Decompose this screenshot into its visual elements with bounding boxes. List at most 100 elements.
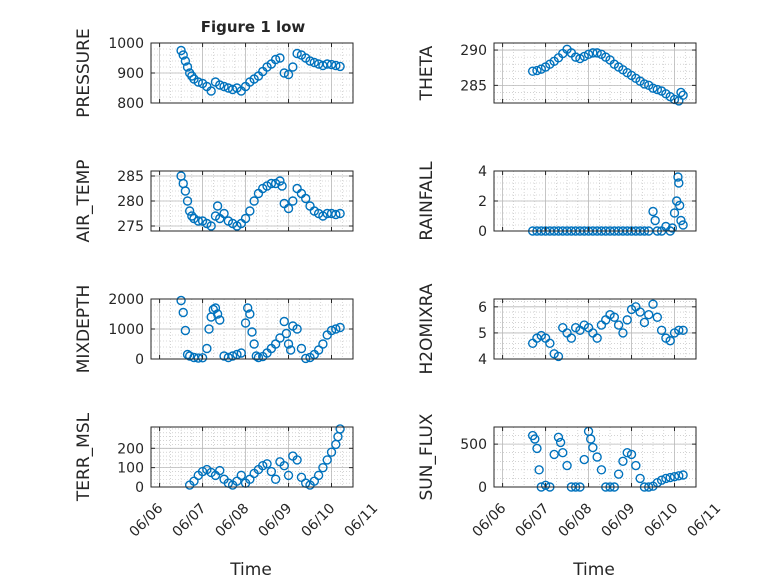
data-point bbox=[648, 299, 658, 309]
y-tick-label: 0 bbox=[478, 224, 487, 240]
data-point bbox=[674, 178, 684, 188]
x-tick-label: 06/07 bbox=[170, 501, 210, 541]
data-point bbox=[178, 50, 188, 60]
data-point bbox=[665, 472, 675, 483]
y-tick-label: 280 bbox=[117, 194, 144, 210]
data-point bbox=[279, 461, 289, 471]
data-point bbox=[281, 328, 292, 339]
data-point bbox=[678, 220, 688, 230]
y-tick-label: 4 bbox=[478, 164, 487, 180]
x-tick-label: 06/09 bbox=[599, 501, 639, 541]
data-point bbox=[318, 462, 328, 473]
data-point bbox=[249, 196, 259, 206]
x-tick-label: 06/08 bbox=[556, 501, 596, 541]
x-tick-label: 06/09 bbox=[256, 501, 296, 541]
data-point bbox=[313, 345, 324, 355]
y-tick-label: 900 bbox=[117, 66, 144, 82]
x-tick-label: 06/10 bbox=[641, 501, 681, 541]
data-point bbox=[275, 333, 285, 343]
data-point bbox=[202, 343, 212, 354]
y-axis-label: PRESSURE bbox=[74, 28, 94, 117]
y-axis-label: MIXDEPTH bbox=[74, 285, 94, 374]
data-point bbox=[558, 448, 568, 458]
y-tick-label: 100 bbox=[117, 461, 144, 477]
data-point bbox=[296, 343, 307, 354]
data-point bbox=[609, 312, 620, 322]
data-point bbox=[176, 295, 186, 306]
y-tick-label: 800 bbox=[117, 96, 144, 112]
data-point bbox=[182, 196, 193, 206]
data-point bbox=[592, 452, 602, 462]
data-point bbox=[283, 339, 294, 349]
x-axis-label-right: Time bbox=[572, 560, 615, 580]
data-point bbox=[549, 449, 559, 460]
data-point bbox=[197, 353, 208, 363]
subplot-4: 0 2 4 RAINFALL bbox=[417, 161, 697, 241]
y-tick-label: 290 bbox=[460, 43, 487, 59]
data-point bbox=[566, 333, 577, 343]
data-point bbox=[579, 454, 589, 465]
subplot-2: 285 290 THETA bbox=[417, 42, 697, 106]
data-point bbox=[648, 83, 658, 93]
y-axis-label: TERR_MSL bbox=[74, 412, 94, 502]
subplot-5: 0 1000 2000 MIXDEPTH bbox=[74, 285, 354, 374]
data-point bbox=[266, 466, 277, 477]
data-point bbox=[279, 316, 289, 327]
data-point bbox=[678, 325, 688, 336]
x-tick-label: 06/06 bbox=[127, 500, 167, 540]
data-point bbox=[313, 470, 324, 481]
data-point bbox=[206, 221, 216, 231]
data-point bbox=[592, 48, 602, 58]
data-point bbox=[631, 460, 641, 471]
data-point bbox=[618, 456, 628, 466]
x-tick-label: 06/07 bbox=[513, 501, 553, 541]
y-tick-label: 2 bbox=[478, 194, 487, 210]
data-point bbox=[676, 87, 686, 98]
data-point bbox=[331, 60, 341, 71]
data-point bbox=[253, 352, 264, 363]
data-point bbox=[656, 475, 667, 485]
data-point bbox=[530, 434, 540, 444]
y-tick-label: 4 bbox=[478, 352, 487, 368]
data-point bbox=[184, 206, 195, 216]
data-point bbox=[277, 181, 287, 191]
data-point bbox=[247, 327, 257, 337]
data-point bbox=[661, 473, 671, 484]
data-point bbox=[678, 90, 688, 100]
data-point bbox=[182, 62, 193, 72]
y-axis-label: H2OMIXRA bbox=[417, 283, 437, 374]
data-point bbox=[240, 318, 251, 328]
axes-box bbox=[493, 298, 697, 360]
data-point bbox=[292, 48, 302, 59]
data-point bbox=[212, 201, 223, 211]
data-point bbox=[270, 339, 281, 349]
data-point bbox=[178, 307, 188, 318]
data-point bbox=[288, 196, 298, 206]
data-point bbox=[180, 186, 191, 196]
data-point bbox=[596, 465, 607, 475]
data-point bbox=[635, 473, 645, 484]
y-tick-label: 2000 bbox=[108, 292, 144, 308]
data-point bbox=[586, 434, 596, 444]
x-tick-label: 06/11 bbox=[341, 501, 381, 541]
data-point bbox=[635, 307, 645, 317]
x-tick-label: 06/11 bbox=[684, 501, 724, 541]
data-point bbox=[251, 351, 261, 361]
data-point bbox=[652, 312, 663, 322]
data-point bbox=[249, 339, 259, 349]
data-point bbox=[301, 353, 311, 364]
y-tick-label: 1000 bbox=[108, 322, 144, 338]
data-point bbox=[326, 447, 337, 457]
y-axis-label: AIR_TEMP bbox=[74, 160, 94, 243]
data-point bbox=[534, 465, 544, 475]
y-tick-label: 0 bbox=[135, 480, 144, 496]
data-point bbox=[180, 56, 191, 66]
subplot-7: 0 100 200 06/06 06/07 06/08 06/09 06/10 06/11 TER… bbox=[74, 412, 381, 540]
data-point bbox=[639, 317, 650, 328]
y-tick-label: 0 bbox=[478, 480, 487, 496]
subplot-3: 275 280 285 AIR_TEMP bbox=[74, 160, 354, 243]
data-point bbox=[669, 208, 680, 218]
data-point bbox=[676, 215, 686, 226]
data-point bbox=[540, 480, 551, 490]
